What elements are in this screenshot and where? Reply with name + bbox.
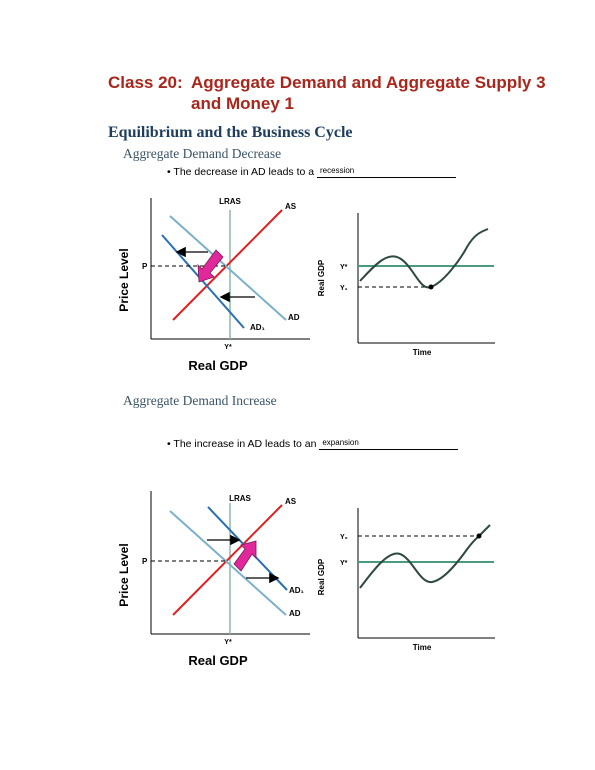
bullet-dot: • (167, 166, 171, 178)
ylabel: Real GDP (317, 558, 326, 595)
bullet-dot: • (167, 438, 171, 450)
as-curve (172, 504, 283, 616)
as-label: AS (285, 497, 297, 506)
decrease-bullet: • The decrease in AD leads to a recessio… (167, 165, 457, 178)
ylabel: Price Level (117, 543, 131, 606)
section-heading: Equilibrium and the Business Cycle (108, 124, 353, 141)
ad-label: AD (289, 609, 301, 618)
cycle-decrease-graph: Y* Y₁ Real GDP Time (317, 213, 495, 357)
xlabel: Time (413, 643, 432, 652)
movement-arrow-icon (233, 540, 257, 572)
ylabel: Real GDP (317, 259, 326, 296)
ad-curve (169, 215, 287, 321)
as-label: AS (285, 202, 297, 211)
decrease-answer-blank: recession (317, 165, 457, 178)
decrease-heading: Aggregate Demand Decrease (123, 146, 282, 161)
page-title: Class 20: Aggregate Demand and Aggregate… (108, 72, 578, 113)
increase-heading: Aggregate Demand Increase (123, 393, 277, 408)
ad-increase-graph: LRAS AS AD₁ AD P Y* Price Level Real GDP (117, 491, 310, 668)
xlabel: Time (413, 348, 432, 357)
title-text: Aggregate Demand and Aggregate Supply 3 … (191, 73, 546, 113)
cycle-increase-graph: Y₂ Y* Real GDP Time (317, 508, 495, 652)
ad1-label: AD₁ (289, 586, 305, 595)
ad-label: AD (288, 313, 300, 322)
increase-bullet-text: The increase in AD leads to an (173, 438, 317, 450)
increase-answer-blank: expansion (319, 437, 459, 450)
xlabel: Real GDP (188, 358, 248, 373)
p-label: P (142, 557, 148, 566)
ad-curve (169, 510, 287, 616)
business-cycle-curve (359, 524, 491, 589)
ylabel: Price Level (117, 248, 131, 311)
y2-label: Y₂ (340, 534, 348, 541)
p-label: P (142, 262, 148, 271)
xlabel: Real GDP (188, 653, 248, 668)
business-cycle-curve (359, 228, 489, 289)
lras-label: LRAS (229, 494, 251, 503)
ystar-label: Y* (340, 264, 348, 271)
decrease-bullet-text: The decrease in AD leads to a (173, 166, 315, 178)
as-curve (172, 209, 283, 321)
ystar-label: Y* (340, 560, 348, 567)
trough-point (428, 284, 434, 290)
ad1-curve (161, 234, 245, 329)
ystar-label: Y* (224, 639, 232, 646)
ad-decrease-graph: LRAS AS AD AD₁ P Y* Price Level Real GDP (117, 197, 310, 373)
y1-label: Y₁ (340, 285, 348, 292)
peak-point (476, 533, 482, 539)
increase-bullet: • The increase in AD leads to an expansi… (167, 437, 459, 450)
movement-arrow-icon (197, 249, 224, 283)
ad1-label: AD₁ (250, 323, 266, 332)
class-label: Class 20: (108, 73, 183, 92)
lras-label: LRAS (219, 197, 241, 206)
ystar-label: Y* (224, 344, 232, 351)
